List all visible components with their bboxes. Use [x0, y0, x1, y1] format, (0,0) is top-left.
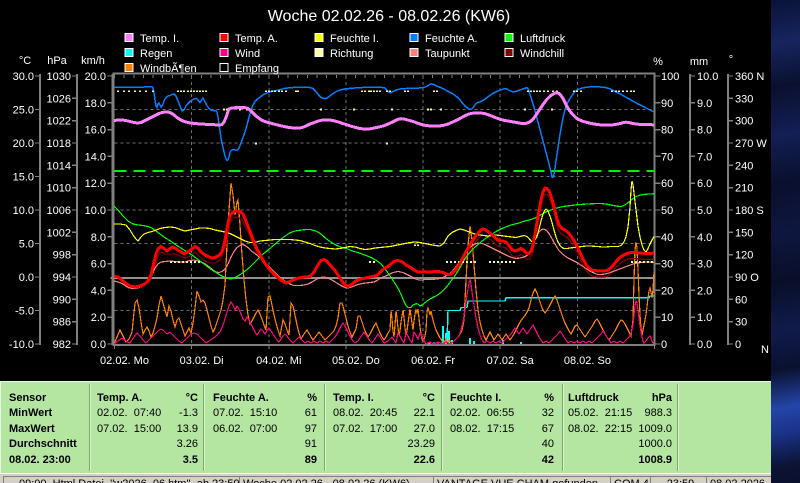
svg-text:2.0: 2.0 — [697, 285, 712, 297]
svg-text:90 O: 90 O — [735, 272, 759, 284]
svg-text:1018: 1018 — [47, 138, 71, 150]
svg-text:N: N — [761, 344, 769, 356]
svg-text:30: 30 — [735, 317, 747, 329]
svg-text:994: 994 — [53, 272, 71, 284]
svg-text:-10.0: -10.0 — [9, 339, 34, 351]
svg-text:Wind: Wind — [235, 48, 260, 60]
svg-text:10.0: 10.0 — [85, 205, 106, 217]
svg-text:70: 70 — [661, 151, 673, 163]
svg-text:Temp. I.: Temp. I. — [140, 33, 179, 45]
svg-text:1030: 1030 — [47, 71, 71, 83]
svg-text:30: 30 — [661, 259, 673, 271]
svg-text:04.02. Mi: 04.02. Mi — [256, 355, 301, 367]
svg-text:Empfang: Empfang — [235, 63, 279, 75]
svg-text:6.0: 6.0 — [697, 178, 712, 190]
svg-text:180 S: 180 S — [735, 205, 764, 217]
svg-text:12.0: 12.0 — [85, 178, 106, 190]
svg-text:4.0: 4.0 — [91, 285, 106, 297]
svg-text:982: 982 — [53, 339, 71, 351]
svg-text:Richtung: Richtung — [330, 48, 373, 60]
svg-text:15.0: 15.0 — [13, 172, 34, 184]
svg-text:998: 998 — [53, 250, 71, 262]
svg-text:30.0: 30.0 — [13, 71, 34, 83]
svg-text:1014: 1014 — [47, 160, 71, 172]
svg-text:08.02. So: 08.02. So — [564, 355, 611, 367]
svg-text:300: 300 — [735, 116, 753, 128]
svg-text:5.0: 5.0 — [697, 205, 712, 217]
svg-text:mm: mm — [690, 56, 708, 68]
svg-text:07.02. Sa: 07.02. Sa — [487, 355, 535, 367]
svg-text:hPa: hPa — [47, 55, 67, 67]
svg-text:360 N: 360 N — [735, 71, 764, 83]
svg-text:60: 60 — [735, 294, 747, 306]
svg-text:6.0: 6.0 — [91, 259, 106, 271]
svg-text:9.0: 9.0 — [697, 98, 712, 110]
svg-text:0.0: 0.0 — [91, 339, 106, 351]
svg-text:0.0: 0.0 — [697, 339, 712, 351]
svg-text:Feuchte A.: Feuchte A. — [425, 33, 478, 45]
svg-text:Temp. A.: Temp. A. — [235, 33, 278, 45]
svg-text:03.02. Di: 03.02. Di — [180, 355, 224, 367]
svg-text:10.0: 10.0 — [13, 205, 34, 217]
svg-text:20.0: 20.0 — [13, 138, 34, 150]
svg-text:50: 50 — [661, 205, 673, 217]
svg-text:3.0: 3.0 — [697, 259, 712, 271]
svg-text:25.0: 25.0 — [13, 105, 34, 117]
svg-text:10.0: 10.0 — [697, 71, 718, 83]
svg-text:%: % — [653, 56, 663, 68]
svg-text:120: 120 — [735, 250, 753, 262]
svg-text:05.02. Do: 05.02. Do — [332, 355, 380, 367]
svg-text:20.0: 20.0 — [85, 71, 106, 83]
svg-text:100: 100 — [661, 71, 679, 83]
svg-text:1026: 1026 — [47, 93, 71, 105]
svg-text:Woche 02.02.26 - 08.02.26 (KW6: Woche 02.02.26 - 08.02.26 (KW6) — [268, 8, 511, 25]
svg-text:8.0: 8.0 — [91, 232, 106, 244]
svg-text:WindbÃ¶en: WindbÃ¶en — [140, 62, 197, 75]
svg-text:0.0: 0.0 — [19, 272, 34, 284]
svg-text:2.0: 2.0 — [91, 312, 106, 324]
svg-text:14.0: 14.0 — [85, 151, 106, 163]
svg-text:1006: 1006 — [47, 205, 71, 217]
svg-text:Feuchte I.: Feuchte I. — [330, 33, 379, 45]
svg-text:1022: 1022 — [47, 116, 71, 128]
svg-text:4.0: 4.0 — [697, 232, 712, 244]
svg-text:60: 60 — [661, 178, 673, 190]
svg-text:40: 40 — [661, 232, 673, 244]
svg-text:0: 0 — [661, 339, 667, 351]
svg-text:Windchill: Windchill — [520, 48, 564, 60]
svg-text:150: 150 — [735, 227, 753, 239]
svg-text:330: 330 — [735, 93, 753, 105]
svg-text:0: 0 — [735, 339, 741, 351]
svg-text:240: 240 — [735, 160, 753, 172]
svg-text:1002: 1002 — [47, 227, 71, 239]
svg-text:18.0: 18.0 — [85, 98, 106, 110]
svg-text:7.0: 7.0 — [697, 151, 712, 163]
svg-text:210: 210 — [735, 183, 753, 195]
svg-text:°C: °C — [19, 55, 31, 67]
svg-text:1.0: 1.0 — [697, 312, 712, 324]
svg-text:1010: 1010 — [47, 183, 71, 195]
svg-text:°: ° — [729, 54, 733, 66]
svg-text:10: 10 — [661, 312, 673, 324]
svg-text:02.02. Mo: 02.02. Mo — [100, 355, 149, 367]
svg-text:20: 20 — [661, 285, 673, 297]
svg-text:16.0: 16.0 — [85, 125, 106, 137]
svg-text:986: 986 — [53, 317, 71, 329]
svg-text:Regen: Regen — [140, 48, 172, 60]
svg-text:Luftdruck: Luftdruck — [520, 33, 566, 45]
svg-text:Taupunkt: Taupunkt — [425, 48, 470, 60]
svg-text:270 W: 270 W — [735, 138, 767, 150]
svg-text:06.02. Fr: 06.02. Fr — [411, 355, 455, 367]
svg-text:8.0: 8.0 — [697, 125, 712, 137]
svg-text:-5.0: -5.0 — [15, 306, 34, 318]
svg-text:80: 80 — [661, 125, 673, 137]
svg-text:5.0: 5.0 — [19, 239, 34, 251]
svg-text:90: 90 — [661, 98, 673, 110]
svg-text:990: 990 — [53, 294, 71, 306]
svg-text:km/h: km/h — [81, 55, 105, 67]
